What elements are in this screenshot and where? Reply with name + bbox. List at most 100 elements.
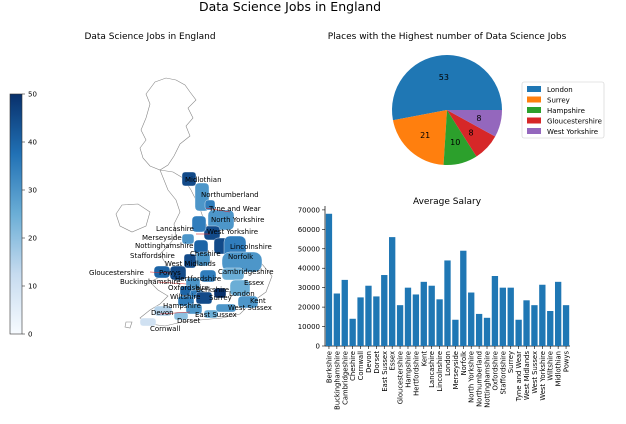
bar: [468, 292, 475, 346]
bar-y-tick-label: 0: [316, 343, 320, 351]
bar-x-tick-label: Powys: [563, 351, 571, 373]
pie-legend-frame: [521, 81, 605, 139]
bar-x-tick-label: Hertfordshire: [412, 351, 420, 396]
bar-x-tick-label: Lincolnshire: [436, 351, 444, 392]
region-lancashire: [191, 215, 207, 233]
map-label-west-yorkshire: West Yorkshire: [207, 228, 258, 236]
pie-chart: 53 21 10 88: [392, 54, 502, 165]
bar: [554, 281, 562, 346]
map-label-north-yorkshire: North Yorkshire: [211, 216, 264, 224]
pie-slice-label: 8: [476, 114, 481, 123]
region-hampshire: [185, 303, 203, 315]
map-label-cheshire: Cheshire: [190, 250, 221, 258]
bar: [373, 296, 380, 346]
bar: [333, 293, 341, 346]
colorbar-tick-label: 50: [28, 91, 37, 99]
region-dorset: [173, 311, 189, 321]
map-label-devon: Devon: [151, 309, 174, 317]
bar: [444, 260, 451, 346]
bar: [420, 281, 427, 346]
pie-legend-label: West Yorkshire: [547, 128, 598, 136]
pie-legend-label: Hampshire: [547, 107, 585, 115]
bar-x-tick-label: West Sussex: [531, 351, 539, 394]
bar: [483, 317, 491, 346]
region-west-midlands: [183, 253, 197, 269]
bar-x-tick-label: Cheshire: [349, 351, 357, 381]
bar: [491, 276, 499, 346]
map-label-buckinghamshire: Buckinghamshire: [120, 278, 181, 286]
bar: [523, 300, 530, 346]
pie-title: Places with the Highest number of Data S…: [328, 32, 567, 42]
bar-x-tick-label: Nottinghamshire: [484, 351, 492, 408]
colorbar-tick-label: 30: [28, 187, 37, 195]
bar: [460, 250, 467, 346]
bar: [404, 287, 412, 346]
bar-y-tick-label: 10000: [298, 323, 320, 331]
pie-legend-swatch: [527, 86, 541, 92]
map-label-powys: Powys: [159, 269, 181, 277]
bar-x-tick-label: London: [444, 351, 452, 376]
map-title: Data Science Jobs in England: [84, 32, 215, 42]
bar-x-tick-label: West Midlands: [523, 351, 531, 401]
bar-x-tick-label: Surrey: [507, 351, 515, 373]
pie-slice-label: 8: [469, 129, 474, 138]
bar: [436, 299, 443, 346]
map-label-norfolk: Norfolk: [228, 253, 254, 261]
bar: [349, 318, 356, 346]
map-label-nottinghamshire: Nottinghamshire: [135, 242, 193, 250]
map-label-oxfordshire: Oxfordshire: [168, 284, 209, 292]
map-label-hampshire: Hampshire: [163, 302, 201, 310]
bar-x-tick-label: Midlothian: [555, 351, 563, 386]
region-midlothian: [181, 171, 197, 187]
bar-x-tick-label: Hampshire: [404, 351, 412, 388]
bar-x-tick-label: Tyne and Wear: [515, 351, 523, 402]
bar-x-tick-label: Merseyside: [452, 351, 460, 390]
region-surrey: [195, 291, 213, 305]
pie-legend: London Surrey Hampshire Gloucestershire West…: [521, 81, 605, 139]
map-label-west-sussex: West Sussex: [228, 304, 272, 312]
bar: [325, 213, 333, 346]
pie-legend-swatch: [527, 117, 541, 124]
map-regions: [139, 171, 263, 327]
bar: [396, 305, 404, 346]
map-label-merseyside: Merseyside: [142, 234, 182, 242]
bar: [475, 313, 483, 346]
colorbar-tick-label: 0: [28, 331, 32, 339]
bar: [515, 319, 522, 346]
bar-x-tick-label: Berkshire: [325, 351, 333, 383]
region-cornwall: [139, 317, 157, 327]
bar-x-tick-label: East Sussex: [381, 351, 389, 392]
bar: [357, 297, 364, 346]
colorbar-ticks: 0 10 20 30 40 50: [22, 91, 37, 339]
pie-slice: [447, 110, 502, 137]
bar-x-tick-label: West Yorkshire: [539, 351, 547, 401]
bar: [499, 287, 506, 346]
bar-x-tick-label: Lancashire: [428, 351, 436, 388]
bar-x-tick-label: North Yorkshire: [468, 351, 476, 403]
pie-slice-label: 21: [420, 131, 430, 140]
map-label-gloucestershire: Gloucestershire: [89, 269, 144, 277]
bar: [412, 294, 420, 346]
bar-x-tick-label: Oxfordshire: [491, 351, 499, 390]
bar: [507, 287, 514, 346]
bar-y-tick-label: 30000: [298, 284, 320, 292]
pie-legend-swatch: [527, 96, 541, 103]
pie-slice: [443, 110, 477, 165]
map-label-lincolnshire: Lincolnshire: [230, 243, 272, 251]
map-label-wiltshire: Wiltshire: [170, 293, 200, 301]
map-label-surrey: Surrey: [209, 294, 232, 302]
pie-slice-label: 53: [439, 73, 449, 82]
figure-title: Data Science Jobs in England: [199, 0, 381, 14]
bar-x-tick-label: Cornwall: [357, 351, 365, 380]
region-london: [213, 287, 227, 299]
bar-x-tick-label: Dorset: [373, 351, 381, 374]
bar-x-tick-label: Kent: [420, 351, 428, 367]
pie-legend-label: Surrey: [547, 97, 570, 105]
map-label-west-midlands: West Midlands: [165, 260, 216, 268]
region-north-yorkshire: [207, 209, 235, 231]
pie-slice: [392, 54, 502, 121]
bar: [547, 311, 554, 346]
bar-x-tick-label: Devon: [365, 351, 373, 373]
region-west-sussex: [215, 303, 237, 313]
bar-x-tick-label: Northumberland: [476, 351, 484, 407]
